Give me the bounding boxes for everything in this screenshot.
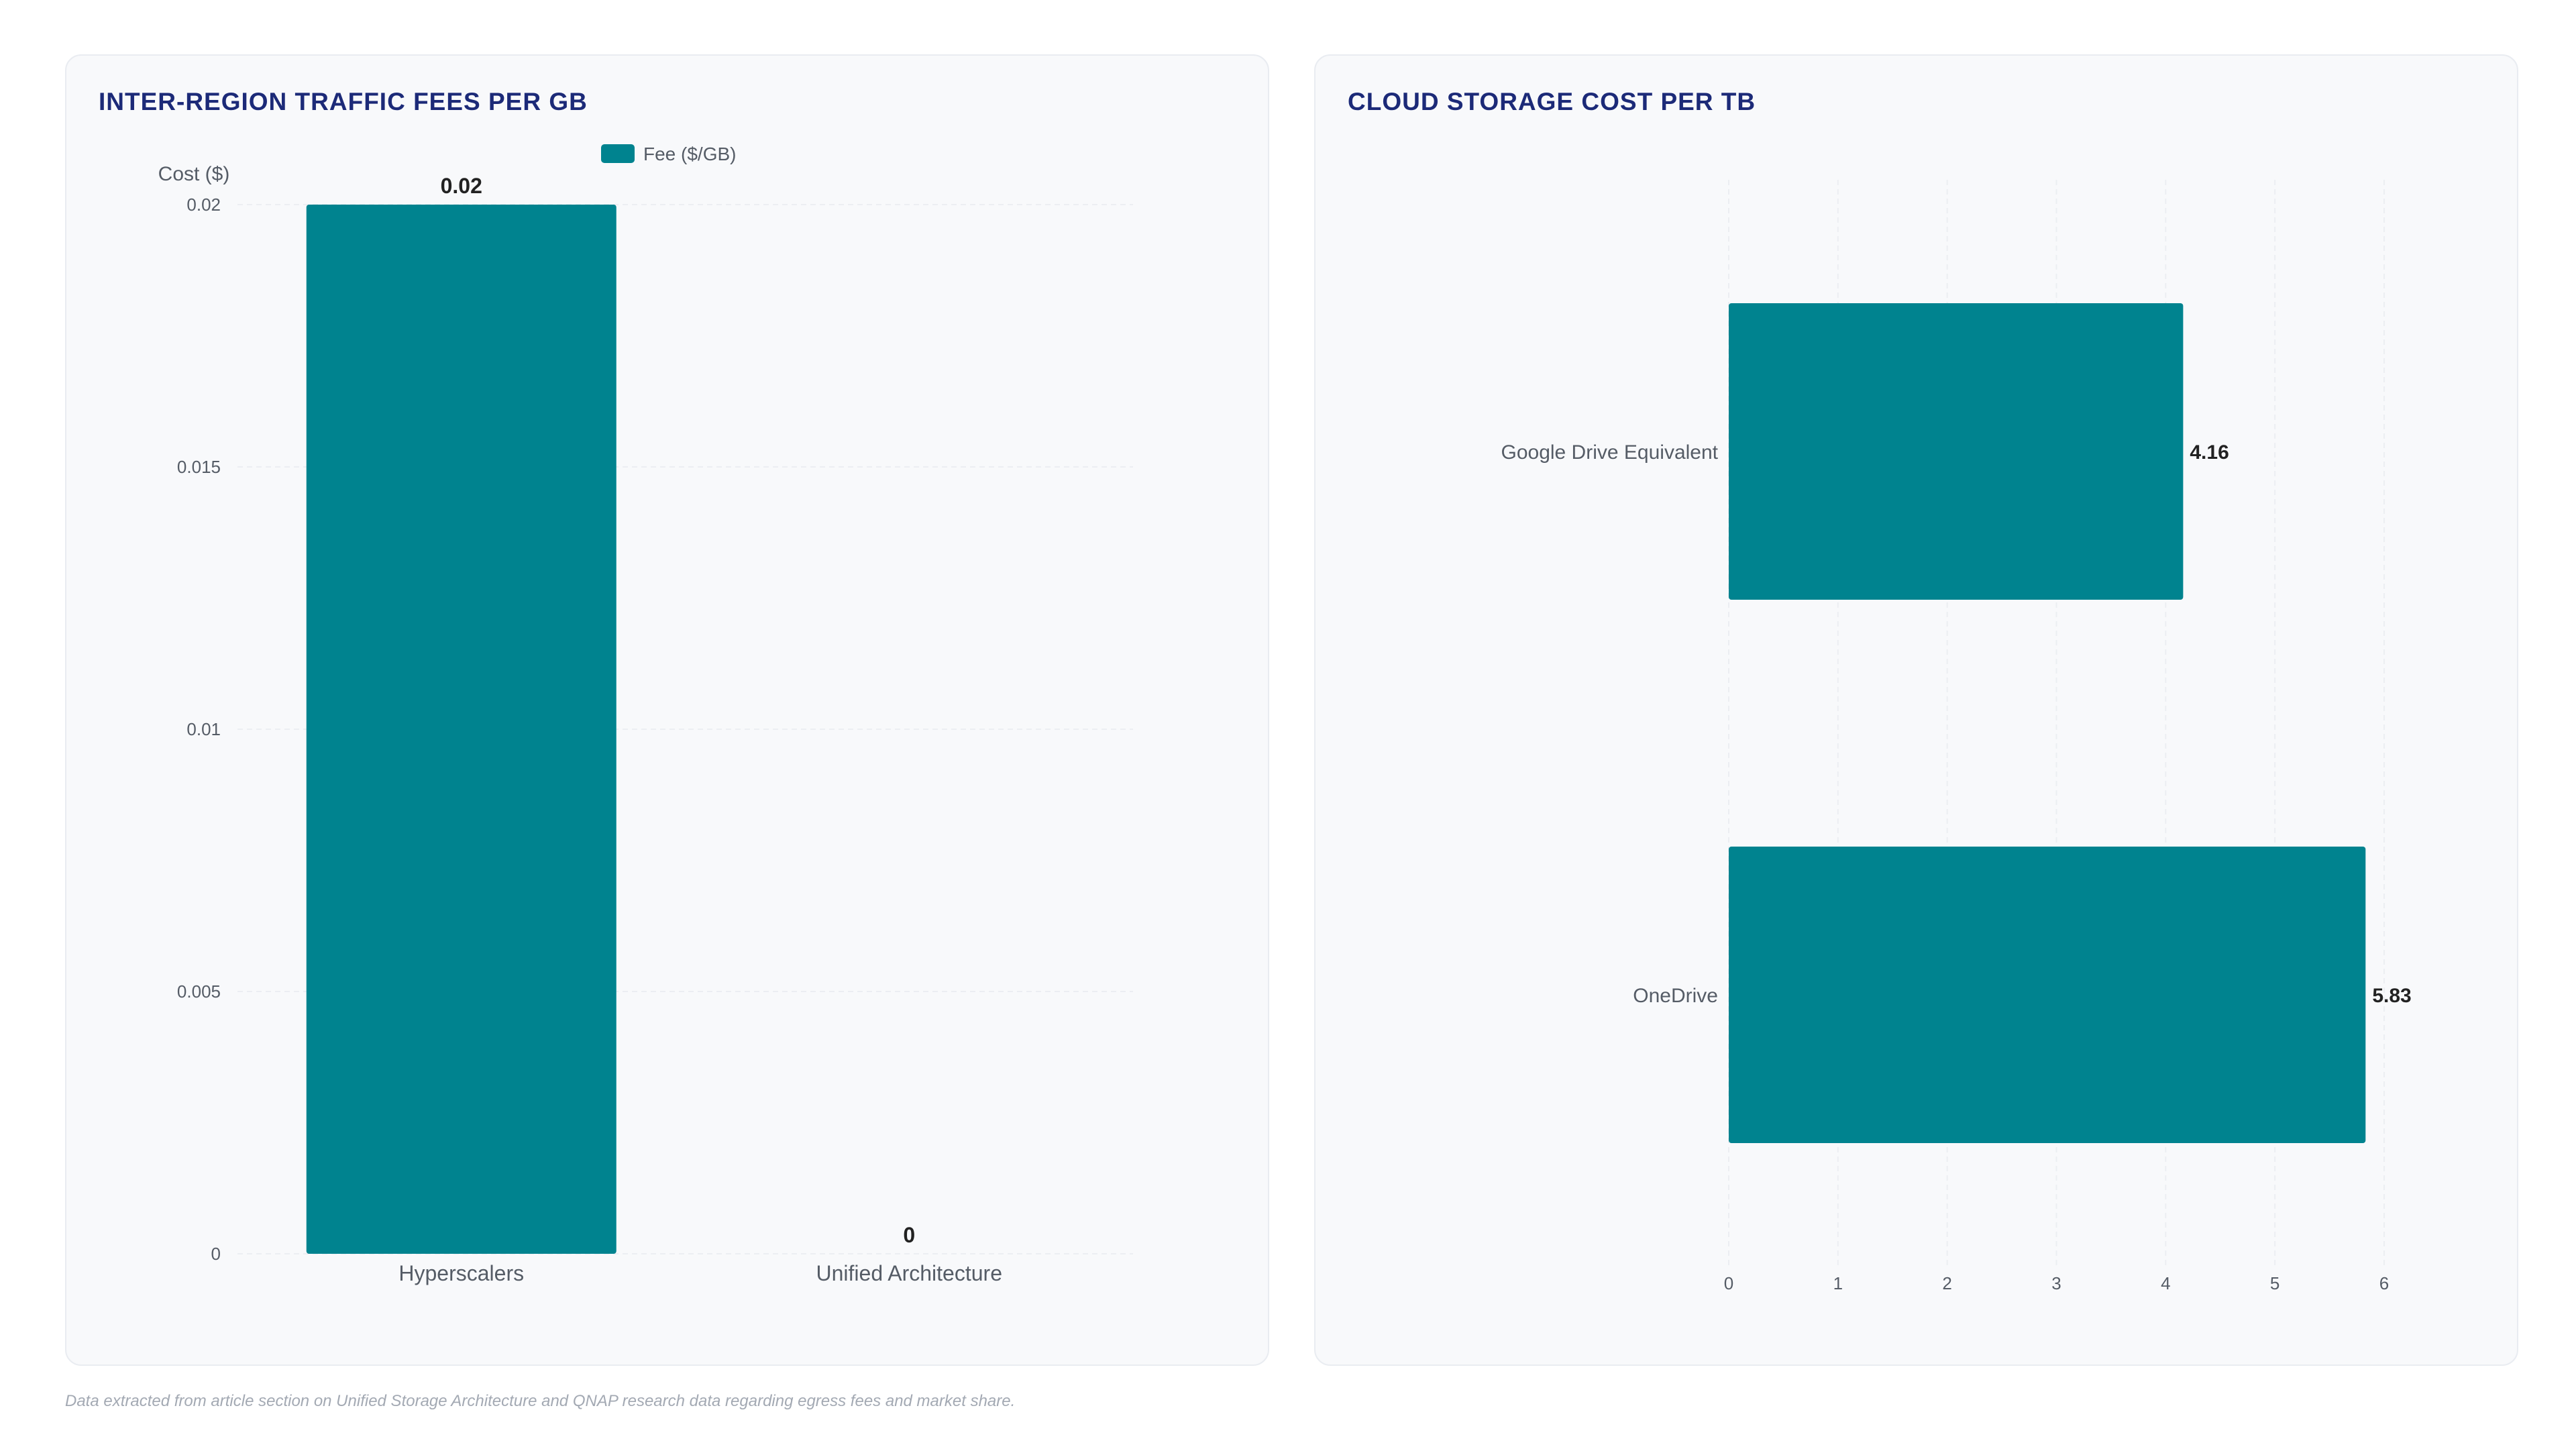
- storage-cost-card: CLOUD STORAGE COST PER TB 0 1 2 3 4 5 6 4.16 Goo…: [1314, 54, 2518, 1366]
- y-tick-label: 0.02: [186, 195, 221, 215]
- bar: [1729, 847, 2366, 1143]
- traffic-fees-chart: Fee ($/GB) Cost ($) 0 0.005 0.01 0.015 0.02 0.0…: [158, 144, 1133, 1285]
- y-tick-label: 0: [211, 1244, 221, 1264]
- x-tick-label: 3: [2051, 1273, 2061, 1293]
- y-category-label: Google Drive Equivalent: [1501, 441, 1718, 464]
- y-tick-label: 0.005: [177, 981, 221, 1002]
- bar-value-label: 0: [903, 1223, 915, 1247]
- x-tick-label: 2: [1942, 1273, 1951, 1293]
- source-footnote: Data extracted from article section on U…: [65, 1392, 1016, 1410]
- y-tick-label: 0.015: [177, 457, 221, 477]
- y-tick-label: 0.01: [186, 719, 221, 739]
- x-category-label: Unified Architecture: [816, 1261, 1002, 1285]
- bar: [1729, 303, 2184, 600]
- storage-cost-chart: 0 1 2 3 4 5 6 4.16 Google Drive Equivalent 5.83 On…: [1501, 180, 2412, 1293]
- legend-label: Fee ($/GB): [643, 144, 736, 164]
- bar-value-label: 0.02: [441, 174, 482, 198]
- x-tick-label: 6: [2379, 1273, 2389, 1293]
- storage-cost-title: CLOUD STORAGE COST PER TB: [1348, 88, 1756, 115]
- x-tick-label: 0: [1724, 1273, 1733, 1293]
- traffic-fees-card: INTER-REGION TRAFFIC FEES PER GB Fee ($/…: [65, 54, 1269, 1366]
- bar: [306, 205, 616, 1254]
- x-tick-label: 5: [2270, 1273, 2279, 1293]
- y-category-label: OneDrive: [1633, 985, 1718, 1007]
- traffic-fees-title: INTER-REGION TRAFFIC FEES PER GB: [99, 88, 588, 115]
- bar-value-label: 4.16: [2190, 441, 2229, 464]
- x-tick-label: 4: [2161, 1273, 2170, 1293]
- x-tick-label: 1: [1833, 1273, 1843, 1293]
- x-category-label: Hyperscalers: [398, 1261, 524, 1285]
- y-axis-title: Cost ($): [158, 163, 230, 185]
- legend-swatch: [601, 144, 635, 163]
- bar-value-label: 5.83: [2372, 985, 2411, 1007]
